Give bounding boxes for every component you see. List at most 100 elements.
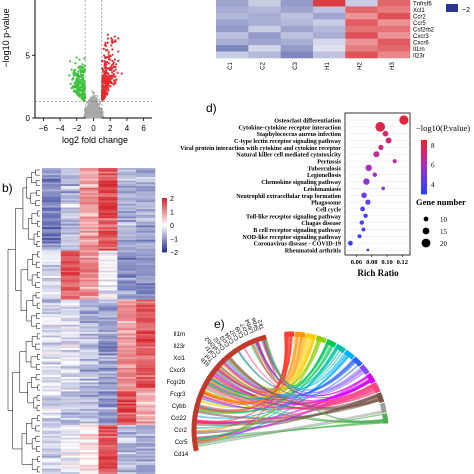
heatmap-b-cell (117, 439, 137, 442)
heatmap-b-cell (98, 193, 118, 196)
heatmap-b-cell (42, 459, 62, 462)
chord-gene-label: Ccr5 (175, 440, 188, 446)
chord-gene-label: Ccl9 (235, 325, 246, 339)
heatmap-b-cell (117, 247, 137, 250)
pathway-bubble (348, 240, 353, 246)
heatmap-b-cell (60, 402, 80, 405)
panel-d-label: d) (206, 101, 217, 115)
volcano-point-ns (86, 114, 88, 117)
dendrogram-branch (7, 249, 16, 411)
heatmap-b-cell (60, 461, 80, 464)
volcano-point-ns (88, 111, 91, 114)
heatmap-b-cell (117, 466, 137, 469)
heatmap-b-cell (136, 400, 156, 403)
dendrogram-branch (31, 336, 38, 347)
heatmap-b-cell (98, 227, 118, 230)
heatmap-b-cell (117, 389, 137, 392)
volcano-point-up (109, 81, 112, 84)
heatmap-b-cell (79, 454, 99, 457)
heatmap-b-cell (117, 203, 137, 207)
p-value-legend-segment (421, 150, 427, 153)
heatmap-b-cell (117, 421, 137, 424)
pathway-label: Staphylococcus aureus infection (257, 131, 342, 138)
volcano-point-up (101, 84, 104, 87)
p-value-legend-segment (421, 162, 427, 165)
heatmap-b-cell (79, 375, 99, 378)
heatmap-c-cell (216, 45, 249, 52)
heatmap-b-cell (79, 441, 99, 444)
heatmap-b-cell (117, 185, 137, 189)
chord-gene-label: Cd14 (174, 452, 189, 458)
heatmap-b-cell (60, 209, 80, 212)
heatmap-b-cell (60, 185, 80, 189)
heatmap-b-cell (98, 257, 118, 260)
volcano-point-ns (95, 110, 98, 113)
heatmap-b-cell (60, 466, 80, 469)
heatmap-b-cell (117, 472, 137, 474)
heatmap-b-cell (42, 218, 62, 221)
heatmap-b-cell (79, 466, 99, 469)
heatmap-b-cell (42, 400, 62, 403)
heatmap-b-cell (79, 468, 99, 471)
heatmap-b-cell (79, 203, 99, 207)
heatmap-b-cell (117, 405, 137, 408)
heatmap-b-cell (117, 426, 137, 429)
heatmap-b-cell (42, 200, 62, 203)
heatmap-b-cell (60, 358, 80, 362)
heatmap-b-cell (42, 193, 62, 196)
heatmap-b-cell (79, 256, 99, 259)
volcano-point-ns (102, 113, 104, 116)
heatmap-b-cell (79, 225, 99, 228)
heatmap-b-cell (136, 437, 156, 440)
volcano-point-ns (92, 102, 94, 105)
heatmap-b-cell (117, 340, 137, 344)
heatmap-b-cell (42, 387, 62, 390)
heatmap-b-cell (98, 321, 118, 324)
heatmap-b-cell (98, 212, 118, 215)
dendrogram-branch (31, 377, 38, 388)
heatmap-b-legend-segment (162, 225, 167, 227)
p-value-legend-segment (421, 173, 427, 176)
heatmap-b-cell (136, 277, 156, 280)
heatmap-b-cell (42, 441, 62, 444)
heatmap-b-cell (98, 457, 118, 460)
heatmap-b-cell (117, 417, 137, 421)
heatmap-b-cell (98, 232, 118, 235)
heatmap-b-cell (98, 263, 118, 266)
volcano-x-tick-label: 2 (108, 124, 113, 133)
heatmap-b-cell (117, 263, 137, 266)
heatmap-b-cell (117, 187, 137, 190)
dendrogram-branch (37, 384, 40, 391)
heatmap-b-cell (98, 439, 118, 442)
heatmap-b-cell (42, 333, 62, 336)
heatmap-b-cell (79, 239, 99, 242)
heatmap-b-cell (136, 281, 156, 284)
heatmap-b-cell (60, 232, 80, 235)
heatmap-b-cell (117, 330, 137, 333)
heatmap-b-cell (136, 423, 156, 426)
heatmap-b-cell (60, 421, 80, 424)
volcano-point-up (111, 74, 115, 77)
volcano-point-ns (97, 113, 100, 116)
volcano-point-ns (95, 96, 98, 99)
heatmap-b-cell (79, 277, 99, 280)
heatmap-b-cell (98, 426, 118, 429)
heatmap-b-cell (79, 205, 99, 208)
heatmap-b-cell (117, 227, 137, 230)
heatmap-b-cell (136, 256, 156, 259)
heatmap-b-cell (117, 443, 137, 446)
heatmap-b-cell (60, 168, 80, 171)
heatmap-b-cell (42, 203, 62, 207)
heatmap-b-cell (98, 180, 118, 183)
heatmap-b-cell (79, 409, 99, 412)
heatmap-b-cell (136, 464, 156, 468)
volcano-point-ns (90, 105, 93, 107)
heatmap-b-cell (136, 207, 156, 210)
heatmap-b-cell (98, 389, 118, 392)
chord-gene-label: Ccr7 (240, 322, 251, 337)
heatmap-c-gene-label: Xcl1 (413, 8, 425, 14)
heatmap-b-cell (98, 448, 118, 451)
heatmap-b-cell (79, 301, 99, 304)
volcano-point-down (83, 70, 86, 73)
dendrogram-branch (37, 456, 40, 463)
